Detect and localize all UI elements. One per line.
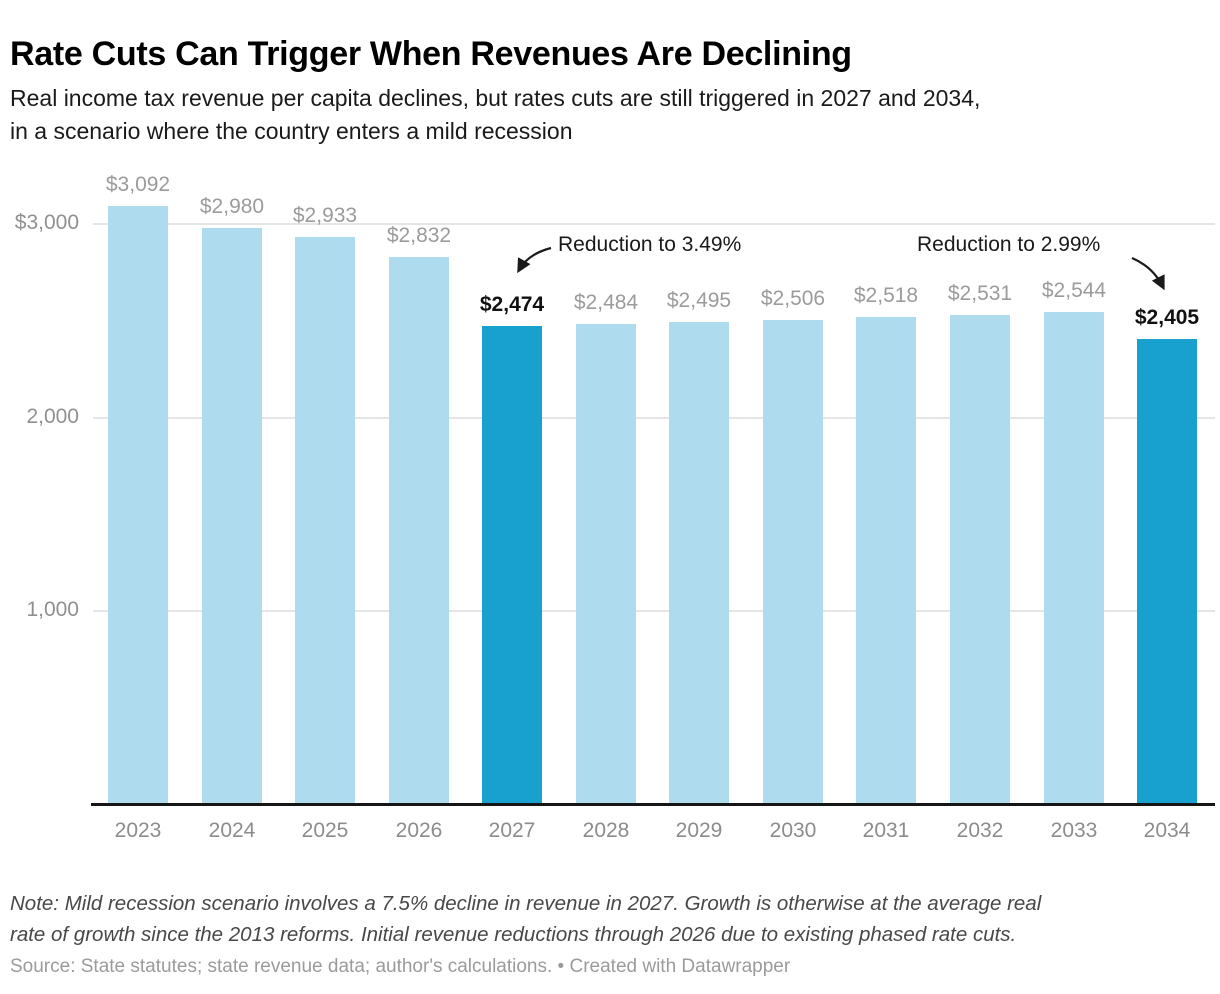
- gridline-3000: [93, 223, 1215, 225]
- value-label-2025: $2,933: [292, 204, 358, 227]
- annotation-text-2027: Reduction to 3.49%: [558, 233, 742, 256]
- value-label-2026: $2,832: [386, 224, 452, 247]
- bar-2026[interactable]: [389, 257, 449, 805]
- bar-2032[interactable]: [950, 315, 1010, 805]
- bar-2025[interactable]: [295, 237, 355, 805]
- x-axis-label-2030: 2030: [769, 819, 817, 842]
- bar-2030[interactable]: [763, 320, 823, 805]
- chart-subtitle-line2: in a scenario where the country enters a…: [10, 118, 573, 144]
- bar-2024[interactable]: [202, 228, 262, 805]
- x-axis-label-2029: 2029: [675, 819, 723, 842]
- value-label-2029: $2,495: [666, 289, 732, 312]
- value-label-2027: $2,474: [479, 293, 545, 316]
- bar-2034[interactable]: [1137, 339, 1197, 805]
- x-axis-label-2023: 2023: [114, 819, 162, 842]
- x-axis-label-2032: 2032: [956, 819, 1004, 842]
- x-axis-label-2025: 2025: [301, 819, 349, 842]
- bar-2023[interactable]: [108, 206, 168, 805]
- chart-note-line2: rate of growth since the 2013 reforms. I…: [10, 923, 1017, 946]
- value-label-2023: $3,092: [105, 173, 171, 196]
- x-axis-line: [91, 803, 1215, 806]
- y-axis-tick-label-1000: 1,000: [26, 598, 79, 621]
- value-label-2033: $2,544: [1041, 279, 1107, 302]
- value-label-2024: $2,980: [199, 195, 265, 218]
- value-label-2028: $2,484: [573, 291, 639, 314]
- x-axis-label-2024: 2024: [208, 819, 256, 842]
- bar-2027[interactable]: [482, 326, 542, 805]
- x-axis-label-2027: 2027: [488, 819, 536, 842]
- chart-subtitle: Real income tax revenue per capita decli…: [10, 82, 1215, 148]
- annotation-text-2034: Reduction to 2.99%: [917, 233, 1101, 256]
- value-label-2031: $2,518: [853, 284, 919, 307]
- value-label-2034: $2,405: [1134, 306, 1200, 329]
- chart-title: Rate Cuts Can Trigger When Revenues Are …: [10, 34, 852, 73]
- bar-2031[interactable]: [856, 317, 916, 805]
- bar-2028[interactable]: [576, 324, 636, 805]
- chart-subtitle-line1: Real income tax revenue per capita decli…: [10, 85, 981, 111]
- x-axis-label-2033: 2033: [1050, 819, 1098, 842]
- value-label-2030: $2,506: [760, 287, 826, 310]
- chart-note-line1: Note: Mild recession scenario involves a…: [10, 892, 1042, 915]
- value-label-2032: $2,531: [947, 282, 1013, 305]
- bar-2029[interactable]: [669, 322, 729, 805]
- y-axis-tick-label-2000: 2,000: [26, 405, 79, 428]
- gridline-2000: [93, 417, 1215, 419]
- chart-source: Source: State statutes; state revenue da…: [10, 956, 791, 977]
- chart-note: Note: Mild recession scenario involves a…: [10, 888, 1215, 950]
- x-axis-label-2026: 2026: [395, 819, 443, 842]
- x-axis-label-2028: 2028: [582, 819, 630, 842]
- annotation-arrow-2027: [517, 246, 552, 274]
- x-axis-label-2031: 2031: [862, 819, 910, 842]
- x-axis-label-2034: 2034: [1143, 819, 1191, 842]
- bar-2033[interactable]: [1044, 312, 1104, 805]
- y-axis-tick-label-3000: $3,000: [14, 211, 79, 234]
- gridline-1000: [93, 610, 1215, 612]
